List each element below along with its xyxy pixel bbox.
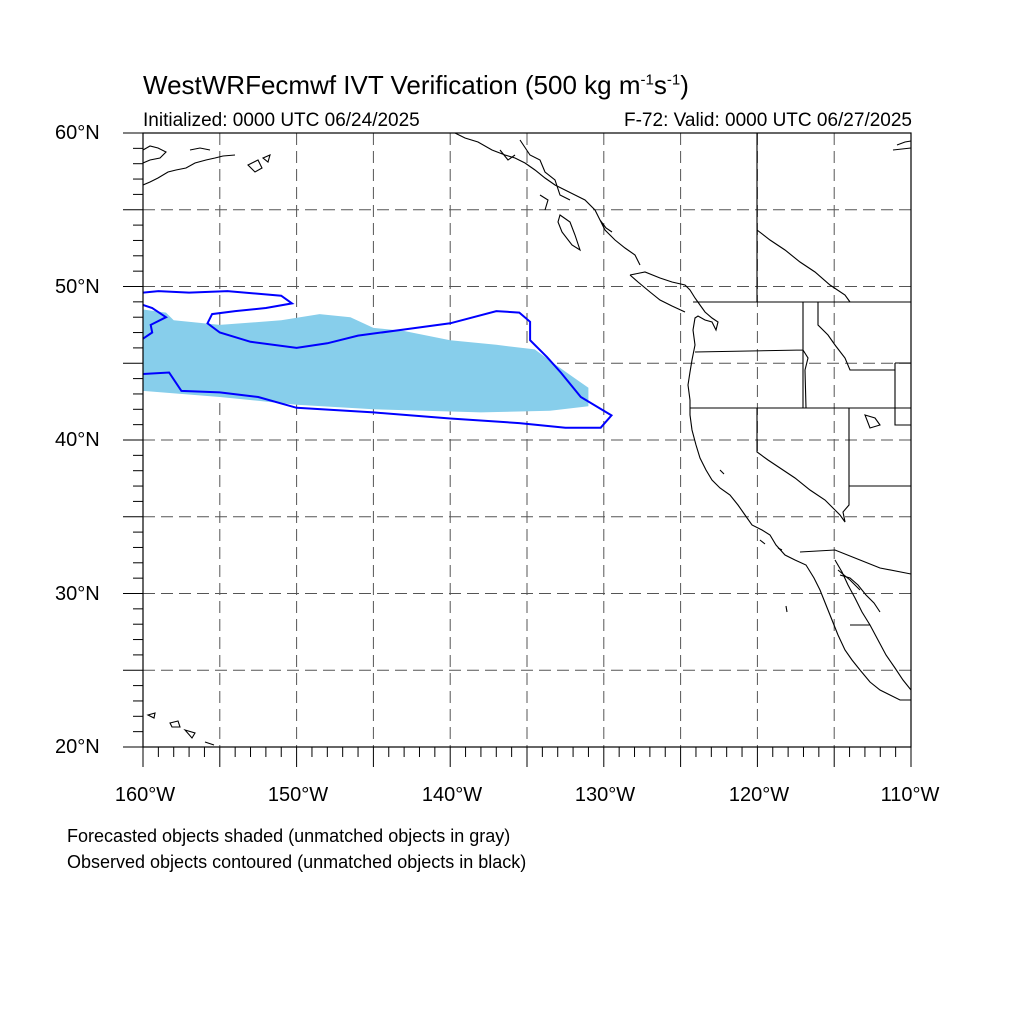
lat-label-60n: 60°N	[55, 122, 100, 144]
chart-title: WestWRFecmwf IVT Verification (500 kg m-…	[143, 70, 689, 100]
forecast-ivt-object	[143, 309, 589, 413]
lat-label-30n: 30°N	[55, 583, 100, 605]
initialized-time: Initialized: 0000 UTC 06/24/2025	[143, 110, 420, 131]
forecast-legend-note: Forecasted objects shaded (unmatched obj…	[67, 826, 511, 846]
lon-label-150w: 150°W	[267, 784, 329, 806]
lat-label-40n: 40°N	[55, 429, 100, 451]
observed-ivt-contour	[143, 290, 614, 429]
coastlines	[143, 133, 911, 746]
observed-ivt-contour-edge	[143, 303, 168, 340]
gridlines	[143, 133, 911, 747]
hawaii-islands	[146, 712, 215, 746]
lon-label-160w: 160°W	[114, 784, 176, 806]
lon-label-130w: 130°W	[574, 784, 636, 806]
lat-label-20n: 20°N	[55, 736, 100, 758]
valid-time: F-72: Valid: 0000 UTC 06/27/2025	[624, 110, 912, 131]
lon-label-120w: 120°W	[728, 784, 790, 806]
small-islands	[719, 140, 911, 613]
lon-label-140w: 140°W	[421, 784, 483, 806]
lon-label-110w: 110°W	[880, 784, 940, 806]
observed-legend-note: Observed objects contoured (unmatched ob…	[67, 852, 527, 872]
se-alaska-coastline	[454, 133, 641, 266]
west-coastline	[629, 271, 911, 701]
lat-label-50n: 50°N	[55, 276, 100, 298]
alaska-coastline	[143, 145, 271, 186]
state-borders	[690, 133, 911, 626]
axis-ticks	[123, 132, 912, 767]
